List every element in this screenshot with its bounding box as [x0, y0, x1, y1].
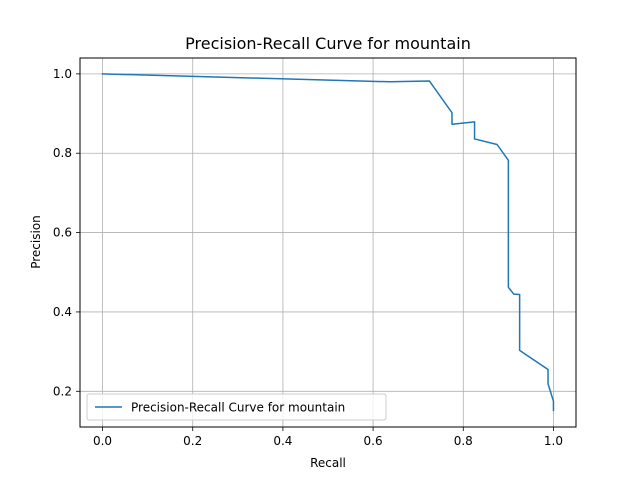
- y-tick-label: 1.0: [53, 67, 72, 81]
- legend-box: [86, 393, 387, 421]
- y-tick-label: 0.2: [53, 384, 72, 398]
- y-tick-label: 0.8: [53, 146, 72, 160]
- chart-title: Precision-Recall Curve for mountain: [185, 34, 471, 53]
- legend-label: Precision-Recall Curve for mountain: [131, 401, 345, 415]
- plot-frame: [79, 57, 577, 428]
- y-tick-label: 0.4: [53, 305, 72, 319]
- x-tick-label: 0.0: [93, 434, 112, 448]
- x-tick-label: 1.0: [544, 434, 563, 448]
- grid: [80, 58, 576, 427]
- legend: Precision-Recall Curve for mountain: [86, 393, 387, 421]
- x-tick-label: 0.4: [273, 434, 292, 448]
- series-line: [101, 73, 555, 412]
- x-tick-label: 0.2: [183, 434, 202, 448]
- ticks: 0.0 0.2 0.4 0.6 0.8 1.0 0.2 0.4 0.6 0.8 1.0: [53, 67, 563, 448]
- y-axis-label: Precision: [29, 215, 43, 269]
- x-tick-label: 0.6: [364, 434, 383, 448]
- x-tick-label: 0.8: [454, 434, 473, 448]
- plot-lines: [101, 73, 555, 412]
- y-tick-label: 0.6: [53, 226, 72, 240]
- x-axis-label: Recall: [310, 456, 346, 470]
